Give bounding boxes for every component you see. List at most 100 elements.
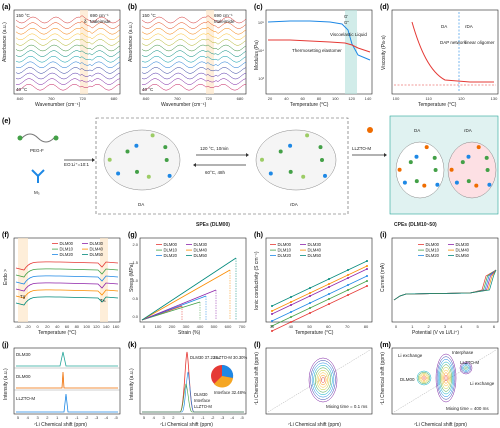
panel-a: (a) 150 °C 40 °C 690 cm⁻¹ Maleimide δ Ab… bbox=[2, 4, 121, 108]
g-yticks-tick: 1.5 bbox=[132, 260, 138, 265]
panel-f-tm: Tₘ bbox=[100, 298, 106, 303]
panel-d-viscosity-curve bbox=[411, 21, 494, 83]
h-xticks-tick: 40 bbox=[289, 324, 294, 329]
e-dots3-dot bbox=[449, 167, 454, 172]
g-legend-entry: DLM10 bbox=[164, 248, 178, 253]
m-contours-ring bbox=[462, 364, 470, 372]
f-xticks-tick: 140 bbox=[103, 324, 110, 329]
panel-c-text1: Thermosetting elastomer bbox=[292, 48, 342, 53]
panel-a-highlight bbox=[80, 10, 88, 94]
panel-l-contours bbox=[308, 357, 338, 403]
e-dots3-dot bbox=[424, 145, 429, 150]
panel-d-xticks: 100 110 120 130 bbox=[393, 96, 498, 101]
panel-e-arrow1-head bbox=[92, 158, 95, 162]
h-xticks-tick: 60 bbox=[326, 324, 331, 329]
i-curve bbox=[393, 269, 497, 301]
h-curve bbox=[271, 268, 368, 315]
a-curves-line bbox=[15, 61, 121, 69]
panel-b: (b) 150 °C 40 °C 690 cm⁻¹ Maleimide Abso… bbox=[128, 4, 247, 108]
panel-e-da: DA bbox=[138, 202, 144, 207]
a-curves-line bbox=[15, 26, 121, 35]
panel-k-fit-interface bbox=[142, 383, 244, 413]
a-curves-line bbox=[15, 50, 121, 57]
panel-e-arrow3-head bbox=[193, 163, 196, 167]
j-xticks-tick: -3 bbox=[95, 415, 99, 420]
m-contours-ring bbox=[459, 361, 473, 375]
panel-i-label: (i) bbox=[380, 232, 387, 239]
panel-l-xlabel: ⁷Li Chemical shift (ppm) bbox=[288, 422, 341, 428]
panel-e-peg: PEG-F bbox=[30, 148, 44, 153]
b-curves-line bbox=[141, 72, 247, 80]
k-xticks-tick: 2 bbox=[172, 415, 175, 420]
c-xticks-tick: 60 bbox=[300, 96, 305, 101]
i-xticks-tick: 3 bbox=[444, 324, 447, 329]
f-curve bbox=[15, 282, 119, 292]
f-xticks-tick: 0 bbox=[36, 324, 39, 329]
m-contours-ring bbox=[460, 362, 472, 374]
j-xticks-tick: -5 bbox=[114, 415, 118, 420]
h-curve bbox=[271, 280, 368, 327]
m-contours-ring bbox=[419, 373, 429, 383]
h-legend-entry: DLM20 bbox=[278, 253, 292, 258]
c-yticks-tick: 10³ bbox=[258, 76, 264, 81]
e-dots3-dot bbox=[432, 155, 437, 160]
panel-g-ylabel: Stress (MPa) bbox=[129, 262, 135, 292]
i-legend-entry: DLM00 bbox=[426, 242, 440, 247]
panel-h-xlabel: Temperature (°C) bbox=[295, 330, 334, 336]
panel-e-rda: rDA bbox=[290, 202, 298, 207]
panel-l-ylabel: ⁷Li Chemical shift (ppm) bbox=[254, 352, 260, 405]
f-xticks-tick: -20 bbox=[25, 324, 32, 329]
e-dots1-dot bbox=[163, 145, 168, 150]
panel-k-pie-dlm: DLM30 37.22% bbox=[190, 355, 219, 360]
panel-k-ylabel: Intensity (a.u.) bbox=[129, 368, 135, 400]
i-legend-entry: DLM40 bbox=[456, 248, 470, 253]
e-dots3-dot bbox=[402, 180, 407, 185]
c-xticks-tick: 40 bbox=[284, 96, 289, 101]
panel-c-label: (c) bbox=[254, 4, 263, 11]
panel-e-cpe-dots bbox=[397, 145, 492, 188]
panel-l-frame bbox=[265, 347, 373, 415]
f-curve bbox=[15, 296, 119, 306]
d-xticks-tick: 110 bbox=[425, 96, 432, 101]
g-legend-entry: DLM40 bbox=[194, 248, 208, 253]
f-curve bbox=[15, 268, 119, 278]
panel-a-xlabel: Wavenumber (cm⁻¹) bbox=[35, 102, 81, 108]
panel-f-tm-band bbox=[100, 238, 108, 322]
panel-a-peak-label: 690 cm⁻¹ bbox=[90, 13, 109, 18]
panel-a-temp-bottom: 40 °C bbox=[16, 87, 28, 92]
panel-k-t2: Interface bbox=[194, 398, 211, 403]
j-xticks-tick: 4 bbox=[27, 415, 30, 420]
panel-e-cond1: 120 °C, 10min bbox=[200, 146, 229, 151]
panel-a-xticks: 840 760 720 680 bbox=[17, 96, 118, 101]
panel-g-xlabel: Strain (%) bbox=[178, 330, 201, 336]
panel-l-diagonal bbox=[267, 349, 371, 413]
panel-g-label: (g) bbox=[128, 232, 137, 239]
g-xticks-tick: 100 bbox=[155, 324, 162, 329]
i-xticks-tick: 1 bbox=[411, 324, 414, 329]
e-dots1-dot bbox=[150, 133, 155, 138]
k-xticks-tick: 3 bbox=[162, 415, 165, 420]
i-xticks-tick: 4 bbox=[460, 324, 463, 329]
c-yticks-tick: 10⁴ bbox=[258, 48, 264, 53]
m-contours-ring bbox=[416, 370, 432, 386]
panel-d-frame bbox=[391, 9, 499, 95]
l-contours-ring bbox=[308, 357, 338, 403]
m-contours-ring bbox=[444, 375, 448, 381]
panel-h-frame bbox=[265, 237, 373, 323]
m-contours-ring bbox=[440, 364, 452, 392]
panel-b-temp-bottom: 40 °C bbox=[142, 87, 154, 92]
panel-g-frame bbox=[139, 237, 247, 323]
panel-j-ylabel: Intensity (a.u.) bbox=[3, 368, 9, 400]
panel-f-label: (f) bbox=[2, 232, 9, 239]
k-xticks-tick: 1 bbox=[182, 415, 185, 420]
j-xticks-tick: 1 bbox=[56, 415, 59, 420]
e-dots3-dot bbox=[487, 182, 492, 187]
g-legend-entry: DLM30 bbox=[194, 242, 208, 247]
a-curves-line bbox=[15, 21, 121, 29]
panel-d-da: DA bbox=[441, 24, 447, 29]
g-xticks-tick: 700 bbox=[239, 324, 246, 329]
panel-j: (j) DLM30 DLM00 LLZTO-M Intensity (a.u.)… bbox=[2, 342, 121, 428]
panel-e-m3-icon bbox=[31, 169, 45, 183]
